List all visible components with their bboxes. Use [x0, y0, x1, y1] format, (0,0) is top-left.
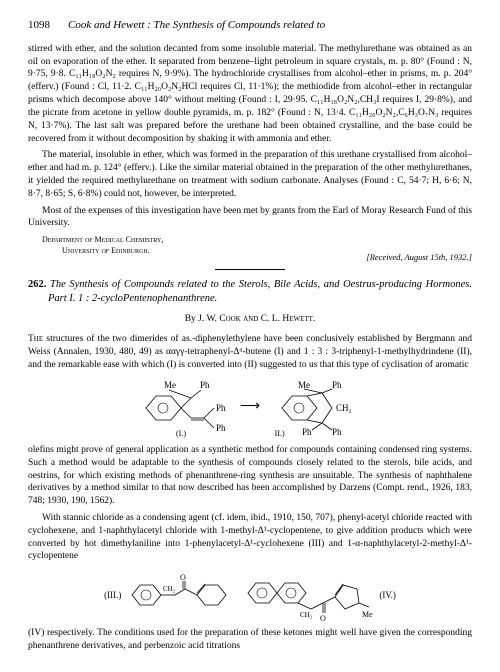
svg-text:Ph: Ph: [216, 423, 226, 433]
para4-prefix: The: [28, 334, 43, 344]
running-title: Cook and Hewett : The Synthesis of Compo…: [68, 18, 325, 33]
page-number: 1098: [28, 18, 50, 33]
paragraph-2: The material, insoluble in ether, which …: [28, 149, 472, 200]
svg-text:(II.): (II.): [274, 429, 285, 438]
svg-text:CH₂: CH₂: [163, 585, 176, 593]
svg-text:O: O: [180, 573, 186, 582]
para4-body: structures of the two dimerides of as.-d…: [28, 334, 472, 370]
paragraph-5: olefins might prove of general applicati…: [28, 444, 472, 508]
paragraph-1: stirred with ether, and the solution dec…: [28, 43, 472, 146]
chemical-structure-2: (III.) CH₂ O CH₂ O Me (IV.): [28, 569, 472, 621]
structure-i-svg: Me Ph Ph Ph (I.): [136, 378, 226, 438]
structure-iv-svg: CH₂ O Me: [243, 569, 373, 621]
svg-text:Ph: Ph: [302, 427, 312, 437]
separator-rule: [215, 269, 285, 270]
svg-text:Ph: Ph: [200, 380, 210, 390]
svg-text:O: O: [320, 614, 326, 621]
svg-text:Me: Me: [164, 380, 176, 390]
paragraph-4: The structures of the two dimerides of a…: [28, 333, 472, 371]
structure-iv-label: (IV.): [379, 589, 396, 601]
authors: J. W. Cook and C. L. Hewett.: [198, 314, 315, 324]
structure-iii-svg: CH₂ O: [127, 571, 237, 619]
svg-text:Ph: Ph: [216, 403, 226, 413]
paragraph-3: Most of the expenses of this investigati…: [28, 205, 472, 231]
structure-ii-svg: Me Ph CH₂ Ph Ph (II.): [274, 378, 364, 438]
svg-text:CH₂: CH₂: [336, 403, 352, 413]
svg-text:Ph: Ph: [332, 380, 342, 390]
paragraph-6: With stannic chloride as a condensing ag…: [28, 512, 472, 563]
chemical-structure-1: Me Ph Ph Ph (I.) ⟶ Me Ph CH₂ Ph Ph (II.): [28, 378, 472, 438]
svg-text:(I.): (I.): [176, 429, 186, 438]
article-title-text: The Synthesis of Compounds related to th…: [48, 279, 472, 304]
svg-text:CH₂: CH₂: [300, 611, 313, 619]
byline-prefix: By: [185, 314, 198, 324]
article-number: 262.: [28, 279, 46, 290]
reaction-arrow: ⟶: [240, 398, 260, 417]
structure-iii-label: (III.): [104, 589, 121, 601]
byline: By J. W. Cook and C. L. Hewett.: [28, 313, 472, 326]
paragraph-7: (IV) respectively. The conditions used f…: [28, 627, 472, 653]
article-title: 262. The Synthesis of Compounds related …: [28, 278, 472, 306]
svg-text:Me: Me: [298, 380, 310, 390]
svg-text:Ph: Ph: [332, 427, 342, 437]
department-line-1: Department of Medical Chemistry,: [42, 235, 472, 246]
svg-text:Me: Me: [362, 610, 373, 619]
